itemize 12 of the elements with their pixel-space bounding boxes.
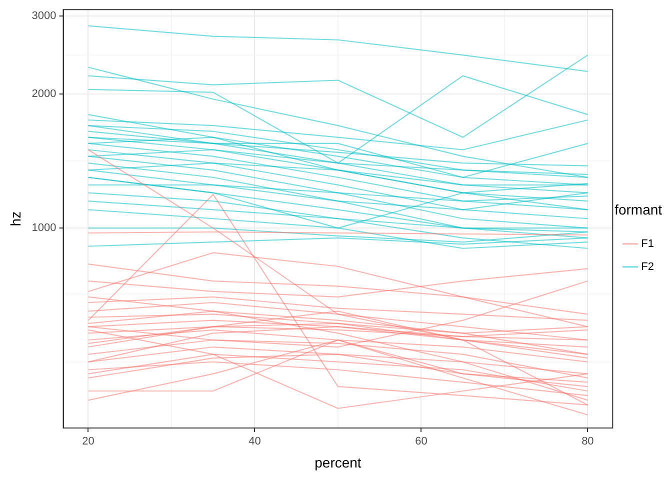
- x-axis-title: percent: [314, 454, 362, 470]
- x-tick-label: 80: [582, 436, 594, 448]
- legend-title: formant: [614, 201, 662, 218]
- y-tick-label: 2000: [32, 88, 56, 100]
- x-tick-label: 20: [82, 436, 94, 448]
- x-tick-label: 60: [415, 436, 428, 448]
- y-axis-title: hz: [7, 211, 24, 226]
- y-tick-label: 3000: [32, 10, 56, 22]
- x-tick-label: 40: [248, 436, 261, 448]
- legend-label: F1: [641, 238, 654, 250]
- legend-label: F2: [641, 260, 654, 273]
- y-tick-label: 1000: [32, 222, 56, 234]
